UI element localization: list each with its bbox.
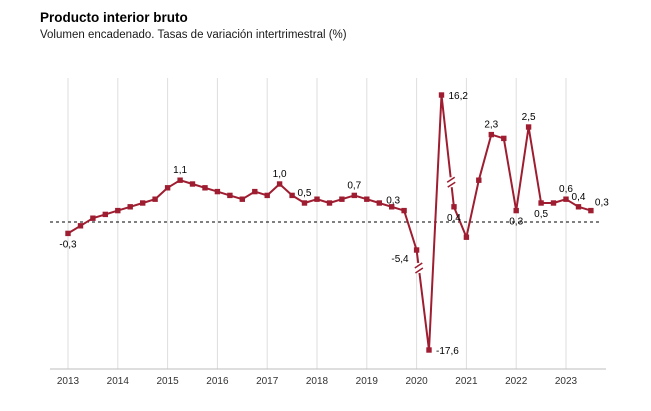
data-point-marker <box>152 196 158 202</box>
x-axis-tick-label: 2022 <box>505 376 528 387</box>
data-point-marker <box>563 196 569 202</box>
data-point-marker <box>77 223 84 229</box>
data-point-marker <box>426 347 432 353</box>
data-point-marker <box>214 188 221 195</box>
data-point-marker <box>488 131 494 138</box>
page-subtitle: Volumen encadenado. Tasas de variación i… <box>40 29 347 41</box>
data-point-marker <box>115 207 121 214</box>
data-point-label: 0,6 <box>559 184 573 195</box>
data-point-marker <box>376 200 382 206</box>
data-point-marker <box>140 200 146 206</box>
axis-break-mark <box>447 181 456 188</box>
axis-break-mark <box>414 262 423 269</box>
data-point-marker <box>438 92 445 98</box>
data-point-label: 0,7 <box>347 180 361 191</box>
x-axis-tick-label: 2023 <box>555 376 578 387</box>
data-point-label: 2,3 <box>484 120 498 131</box>
data-point-marker <box>90 215 96 221</box>
axis-break-mark <box>415 267 424 274</box>
data-point-label: 0,3 <box>509 217 523 228</box>
data-point-marker <box>177 177 183 183</box>
data-point-marker <box>476 177 482 183</box>
data-point-marker <box>326 200 333 206</box>
data-point-marker <box>202 185 208 191</box>
data-point-marker <box>351 192 357 199</box>
data-point-marker <box>550 200 557 206</box>
data-point-label: 0,5 <box>298 188 312 199</box>
data-point-marker <box>127 204 133 210</box>
data-point-marker <box>575 204 582 210</box>
x-axis-tick-label: 2020 <box>405 376 428 387</box>
data-point-marker <box>276 181 283 187</box>
x-axis-tick-label: 2019 <box>356 376 379 387</box>
data-point-marker <box>227 192 233 199</box>
data-point-marker <box>413 247 420 253</box>
data-point-marker <box>588 207 594 214</box>
data-point-label: -17,6 <box>436 346 459 357</box>
x-axis-tick-label: 2021 <box>455 376 478 387</box>
x-axis-tick-label: 2015 <box>156 376 179 387</box>
data-point-label: 0,3 <box>595 198 609 209</box>
data-point-label: -0,3 <box>59 239 77 250</box>
data-point-label: 1,1 <box>173 165 187 176</box>
data-point-marker <box>239 196 245 202</box>
data-point-marker <box>65 230 71 237</box>
data-point-label: 0,5 <box>534 209 548 220</box>
data-point-marker <box>513 207 519 214</box>
data-point-marker <box>364 196 370 202</box>
data-point-label: 2,5 <box>522 112 536 123</box>
data-point-marker <box>301 200 308 206</box>
data-point-marker <box>401 207 407 214</box>
data-point-marker <box>189 181 196 187</box>
data-point-marker <box>102 211 108 218</box>
data-point-marker <box>314 196 320 202</box>
data-point-label: -5,4 <box>391 254 409 265</box>
data-point-label: 16,2 <box>449 91 469 102</box>
axis-break-mark <box>446 176 456 183</box>
data-point-marker <box>525 124 532 130</box>
x-axis-tick-label: 2013 <box>57 376 80 387</box>
x-axis-tick-label: 2014 <box>107 376 130 387</box>
data-point-marker <box>289 192 295 199</box>
data-point-marker <box>264 192 270 199</box>
data-point-marker <box>252 188 258 195</box>
data-point-label: 0,4 <box>572 192 586 203</box>
data-point-marker <box>389 204 395 210</box>
data-point-label: 1,0 <box>273 169 287 180</box>
data-point-marker <box>164 185 171 191</box>
page-title: Producto interior bruto <box>40 10 188 25</box>
data-point-marker <box>451 204 457 210</box>
x-axis-tick-label: 2017 <box>256 376 279 387</box>
data-point-label: 0,3 <box>386 196 400 207</box>
data-point-marker <box>463 234 470 240</box>
data-point-marker <box>538 200 544 206</box>
x-axis-tick-label: 2016 <box>206 376 229 387</box>
data-point-marker <box>501 135 507 142</box>
x-axis-tick-label: 2018 <box>306 376 329 387</box>
chart-header: Producto interior bruto Volumen encadena… <box>40 10 347 41</box>
data-point-label: 0,4 <box>447 213 461 224</box>
data-point-marker <box>339 196 345 202</box>
